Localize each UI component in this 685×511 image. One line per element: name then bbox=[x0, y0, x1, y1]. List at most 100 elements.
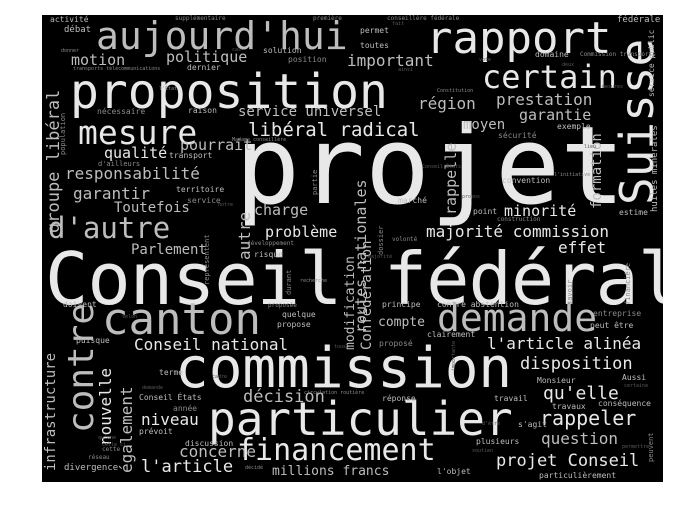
word-huiles-minerales: huiles minérales bbox=[650, 125, 660, 212]
word-exemple: exemple bbox=[557, 122, 591, 131]
word-tous: tous bbox=[334, 344, 347, 350]
word-cette: cette bbox=[102, 446, 121, 453]
word-aussi: Aussi bbox=[622, 373, 647, 382]
word-conseil-national: Conseil national bbox=[134, 335, 289, 354]
word-permettre: permettre bbox=[622, 444, 650, 450]
word-securite: sécurité bbox=[498, 131, 537, 140]
word-transports-telecom: transports télécommunications bbox=[73, 66, 161, 72]
word-marche: marché bbox=[398, 196, 427, 205]
word-point: point bbox=[473, 207, 498, 216]
word-raison: raison bbox=[188, 106, 217, 115]
word-mesure: mesure bbox=[78, 113, 198, 152]
word-larticle-alinea: l'article alinéa bbox=[487, 334, 642, 353]
word-transport: transport bbox=[169, 151, 213, 160]
word-projet-conseil: projet Conseil bbox=[496, 451, 640, 471]
word-necessaire: nécessaire bbox=[97, 107, 146, 116]
word-service: service bbox=[187, 196, 221, 205]
word-nouvelle: nouvelle bbox=[96, 367, 115, 445]
word-politique: politique bbox=[166, 48, 248, 66]
word-circulation-routiere: circulation routière bbox=[304, 390, 365, 396]
word-garantir: garantir bbox=[73, 184, 151, 203]
word-service-universel: service universel bbox=[238, 104, 382, 120]
word-moyen: moyen bbox=[463, 117, 506, 133]
word-autre: autre bbox=[235, 211, 254, 260]
word-rapport: rapport bbox=[426, 15, 612, 64]
word-motion: motion bbox=[71, 51, 126, 69]
word-toutefois: Toutefois bbox=[114, 200, 190, 216]
word-puisque: puisque bbox=[76, 336, 110, 345]
word-decision: décision bbox=[243, 387, 325, 407]
word-position: position bbox=[288, 55, 327, 64]
word-infrastructure: infrastructure bbox=[43, 352, 59, 471]
word-propose-small: proposé bbox=[379, 339, 413, 348]
word-particulierement: particulièrement bbox=[539, 471, 617, 480]
word-contre: contre bbox=[61, 302, 102, 433]
word-minorite: minorité bbox=[504, 202, 577, 220]
word-annee: année bbox=[173, 404, 198, 413]
word-rappelle: rappelle bbox=[442, 142, 460, 215]
word-charge: charge bbox=[254, 201, 309, 219]
word-terme: terme bbox=[159, 368, 184, 377]
word-commission-transports: Commission transports bbox=[580, 51, 656, 58]
word-clairement: clairement bbox=[427, 330, 476, 339]
word-propos: propos bbox=[462, 194, 481, 200]
word-doivent: doivent bbox=[63, 300, 97, 309]
word-risque: risque bbox=[254, 250, 283, 259]
word-certain: certain bbox=[482, 58, 617, 96]
word-developpement: développement bbox=[247, 240, 294, 247]
word-quune: qu'une bbox=[98, 435, 117, 441]
word-financement: financement bbox=[237, 433, 436, 468]
word-majorite-commission: majorité commission bbox=[426, 222, 610, 241]
word-detre: d'être bbox=[482, 421, 501, 427]
word-canton: canton bbox=[102, 294, 261, 345]
word-importante: importante bbox=[451, 340, 457, 371]
word-dossier: dossier bbox=[377, 225, 385, 255]
word-deux: deux bbox=[562, 62, 575, 68]
word-reseau: réseau bbox=[88, 454, 110, 461]
word-representent: représentent bbox=[203, 234, 211, 285]
word-estime: estime bbox=[619, 208, 648, 217]
word-conseillere-federale: conseillère fédérale bbox=[387, 15, 460, 22]
word-divergence: divergence bbox=[64, 463, 119, 473]
word-majorite: majorité bbox=[368, 254, 393, 260]
word-conseil-etats: Conseil États bbox=[139, 393, 202, 402]
word-region: région bbox=[418, 94, 476, 113]
word-millions-francs: millions francs bbox=[272, 464, 390, 479]
word-pourrait: pourrait bbox=[180, 136, 253, 154]
word-constitution: Constitution bbox=[437, 88, 474, 94]
word-contre-abstention: contre abstention bbox=[437, 300, 519, 309]
word-conseil-etats-small: Conseil États bbox=[422, 164, 462, 170]
word-linitiative: l'initiative bbox=[554, 172, 591, 178]
word-recherche: recherche bbox=[300, 278, 328, 284]
word-compte: compte bbox=[378, 315, 425, 330]
word-quelque: quelque bbox=[282, 310, 316, 319]
word-important: important bbox=[347, 51, 434, 70]
word-solution: solution bbox=[263, 46, 302, 55]
word-prestation: prestation bbox=[496, 90, 593, 109]
word-debat: débat bbox=[64, 25, 92, 35]
word-construction: construction bbox=[497, 216, 541, 223]
word-projet: projet bbox=[235, 104, 626, 229]
word-principe: principe bbox=[382, 300, 421, 309]
word-demande-small: demande bbox=[142, 385, 164, 391]
word-probleme: problème bbox=[265, 223, 338, 241]
word-larticle: l'article bbox=[141, 457, 234, 477]
word-reponse: réponse bbox=[382, 394, 416, 403]
word-demande: demande bbox=[437, 296, 598, 340]
word-ainsi: ainsi bbox=[398, 67, 414, 73]
word-rappeler: rappeler bbox=[540, 406, 637, 430]
word-madame-conseillere: Madame conseillère bbox=[232, 137, 287, 143]
word-dernier: dernier bbox=[187, 63, 221, 72]
word-entreprise: entreprise bbox=[593, 309, 642, 318]
word-decide: décidé bbox=[245, 465, 264, 471]
word-proposee: proposée bbox=[268, 302, 297, 309]
word-concerne: concerne bbox=[179, 442, 257, 461]
word-responsabilite: responsabilité bbox=[65, 164, 200, 183]
word-letat: l'État bbox=[159, 86, 178, 92]
word-cloud: projet Conseil fédéral commission partic… bbox=[42, 15, 663, 482]
word-consequence: conséquence bbox=[598, 399, 651, 408]
word-lobjet: l'objet bbox=[437, 467, 471, 476]
word-cas: cas bbox=[232, 47, 242, 53]
word-disposition: disposition bbox=[520, 354, 633, 374]
word-federale: fédérale bbox=[617, 15, 661, 25]
